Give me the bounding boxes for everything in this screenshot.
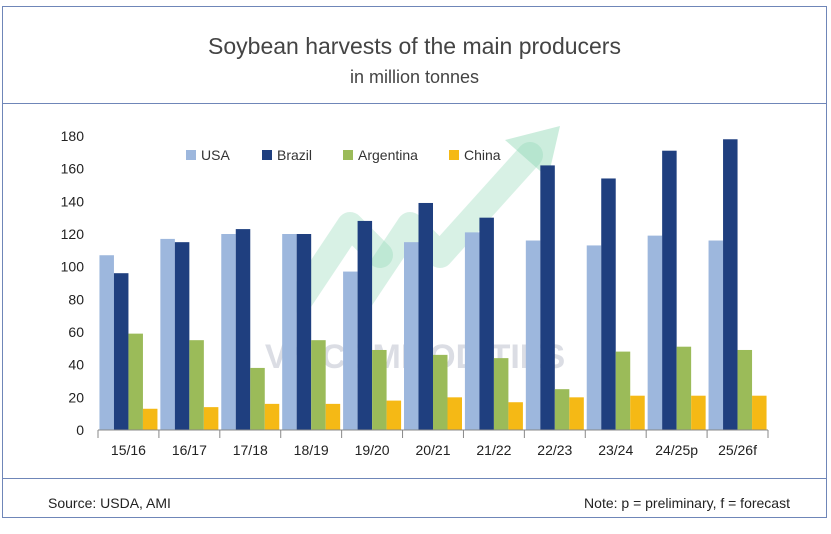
bar-brazil-24-25p: [662, 150, 677, 430]
x-tick-label: 20/21: [415, 442, 450, 458]
bar-brazil-22-23: [540, 165, 555, 430]
legend-label-china: China: [464, 147, 501, 163]
bar-usa-16-17: [160, 238, 175, 430]
legend-label-argentina: Argentina: [358, 147, 418, 163]
bar-usa-24-25p: [647, 235, 663, 430]
bar-usa-21-22: [464, 232, 480, 430]
bar-argentina-15-16: [128, 333, 143, 430]
x-tick-label: 17/18: [233, 442, 268, 458]
bar-brazil-20-21: [418, 202, 433, 430]
bar-usa-18-19: [282, 234, 297, 430]
y-tick-label: 100: [61, 259, 85, 275]
legend-swatch-usa: [186, 150, 196, 160]
legend-swatch-argentina: [343, 150, 353, 160]
x-tick-label: 19/20: [355, 442, 390, 458]
x-tick-label: 18/19: [294, 442, 329, 458]
bar-argentina-25-26f: [737, 349, 753, 430]
x-tick-label: 15/16: [111, 442, 146, 458]
chart-footer: Source: USDA, AMI Note: p = preliminary,…: [3, 478, 826, 519]
bar-argentina-22-23: [554, 389, 570, 430]
bar-usa-23-24: [586, 245, 602, 430]
bar-usa-17-18: [221, 234, 236, 430]
chart-title: Soybean harvests of the main producers: [208, 33, 621, 59]
y-tick-label: 0: [76, 422, 84, 438]
y-tick-label: 120: [61, 226, 85, 242]
bar-brazil-18-19: [296, 234, 312, 430]
x-tick-label: 16/17: [172, 442, 207, 458]
bar-argentina-19-20: [372, 349, 387, 430]
bar-argentina-16-17: [189, 340, 204, 430]
bar-argentina-21-22: [493, 358, 509, 430]
bar-usa-20-21: [404, 242, 419, 430]
y-tick-label: 180: [61, 128, 85, 144]
bar-brazil-17-18: [235, 229, 251, 430]
bar-china-15-16: [142, 408, 158, 430]
legend-label-brazil: Brazil: [277, 147, 312, 163]
legend: USA Brazil Argentina China: [186, 147, 501, 163]
y-tick-label: 40: [68, 357, 84, 373]
bar-china-16-17: [203, 407, 219, 430]
bar-china-19-20: [386, 400, 402, 430]
y-tick-label: 60: [68, 324, 84, 340]
bar-china-25-26f: [752, 395, 767, 430]
watermark-arrowhead: [505, 126, 560, 178]
legend-swatch-china: [449, 150, 459, 160]
bar-argentina-17-18: [250, 367, 265, 430]
y-tick-label: 160: [61, 161, 85, 177]
watermark-stroke: [347, 142, 543, 313]
bar-group: [99, 139, 767, 430]
bar-usa-19-20: [343, 271, 358, 430]
axes: 0 20 40 60 80 100 120 140 160 180 15/16 16/17 17/18 1…: [61, 128, 769, 458]
source-note: Source: USDA, AMI: [48, 495, 171, 511]
y-tick-label: 20: [68, 389, 84, 405]
bar-brazil-15-16: [113, 273, 129, 430]
bar-usa-22-23: [525, 240, 541, 430]
bar-china-23-24: [630, 395, 645, 430]
bar-usa-15-16: [99, 255, 114, 430]
bar-brazil-23-24: [601, 178, 616, 430]
x-tick-label: 24/25p: [655, 442, 698, 458]
bar-china-21-22: [508, 402, 523, 430]
bar-argentina-24-25p: [676, 346, 692, 430]
y-tick-label: 140: [61, 193, 85, 209]
legend-swatch-brazil: [262, 150, 272, 160]
bar-argentina-23-24: [615, 351, 631, 430]
bar-usa-25-26f: [708, 240, 724, 430]
bar-brazil-25-26f: [723, 139, 738, 430]
x-tick-label: 22/23: [537, 442, 572, 458]
bar-brazil-16-17: [174, 242, 190, 430]
x-tick-label: 25/26f: [718, 442, 757, 458]
bar-china-18-19: [325, 403, 341, 430]
bar-brazil-19-20: [357, 220, 373, 430]
chart-header: Soybean harvests of the main producers i…: [3, 7, 826, 104]
bar-china-22-23: [569, 397, 584, 430]
bar-china-17-18: [264, 403, 280, 430]
bar-china-24-25p: [691, 395, 706, 430]
bar-argentina-18-19: [311, 340, 326, 430]
bar-argentina-20-21: [433, 354, 448, 430]
y-tick-label: 80: [68, 291, 84, 307]
bar-brazil-21-22: [479, 217, 494, 430]
x-tick-label: 23/24: [598, 442, 633, 458]
chart-frame: Soybean harvests of the main producers i…: [2, 6, 827, 518]
bar-china-20-21: [447, 397, 462, 430]
forecast-note: Note: p = preliminary, f = forecast: [584, 495, 790, 511]
chart-subtitle: in million tonnes: [349, 67, 480, 87]
x-tick-label: 21/22: [476, 442, 511, 458]
legend-label-usa: USA: [201, 147, 230, 163]
